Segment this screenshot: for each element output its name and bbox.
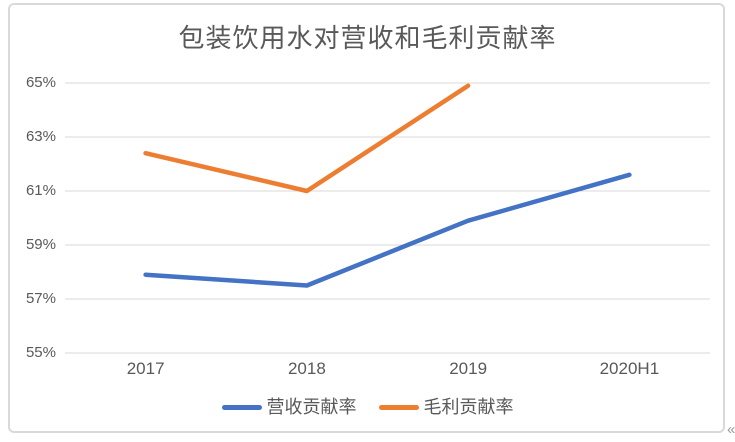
watermark-fragment: « [727,421,735,438]
chart-title: 包装饮用水对营收和毛利贡献率 [178,23,557,53]
legend-line-swatch [378,404,419,410]
x-tick-label: 2019 [449,359,488,378]
y-tick-label: 63% [25,128,56,145]
legend-label: 毛利贡献率 [423,397,514,417]
y-tick-label: 57% [25,290,56,307]
legend: 营收贡献率 毛利贡献率 [0,397,735,417]
y-tick-label: 65% [25,74,56,91]
legend-item: 营收贡献率 [221,397,357,417]
legend-item: 毛利贡献率 [378,397,514,417]
x-tick-label: 2017 [126,359,165,378]
y-tick-label: 61% [25,182,56,199]
legend-label: 营收贡献率 [266,397,357,417]
y-tick-label: 59% [25,236,56,253]
y-tick-label: 55% [25,344,56,361]
x-tick-label: 2020H1 [599,359,660,378]
legend-line-swatch [221,404,262,410]
x-tick-label: 2018 [287,359,326,378]
